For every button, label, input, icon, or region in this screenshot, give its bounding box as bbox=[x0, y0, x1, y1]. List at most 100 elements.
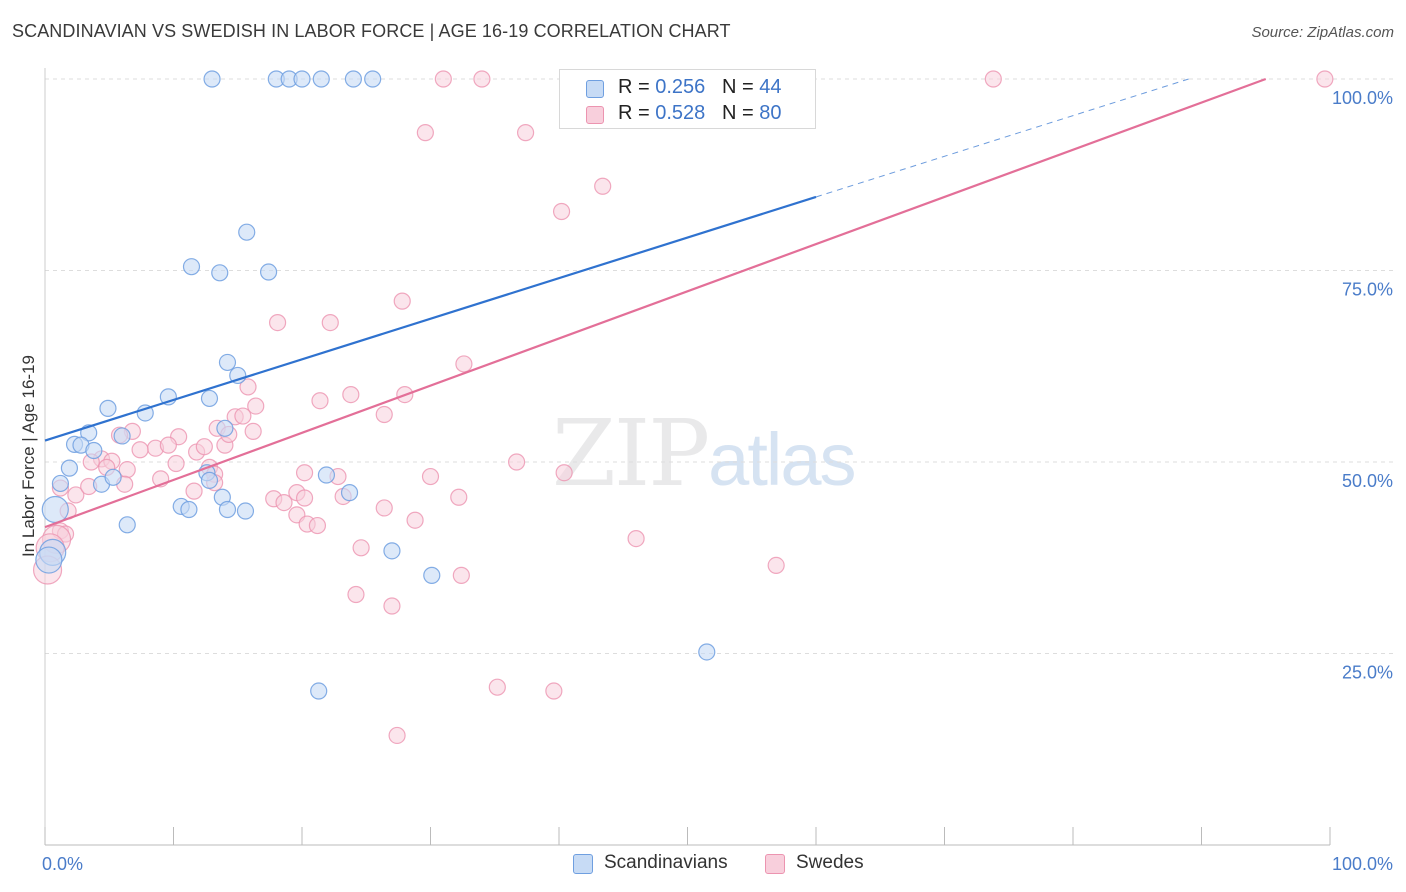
swedes-point bbox=[388, 726, 406, 745]
swedes-point bbox=[406, 511, 424, 529]
source-label: Source: ZipAtlas.com bbox=[1251, 24, 1394, 41]
scandinavians-point bbox=[259, 263, 278, 281]
swedes-point bbox=[393, 292, 411, 310]
scandinavians-point bbox=[238, 223, 256, 241]
swedes-point bbox=[545, 682, 563, 700]
swedes-point bbox=[627, 529, 645, 548]
n-value: 44 bbox=[759, 76, 782, 98]
scandinavians-points bbox=[35, 70, 716, 700]
watermark: ZIPatlas bbox=[552, 400, 856, 507]
scandinavians-trend-extension bbox=[815, 78, 1189, 198]
swedes-point bbox=[383, 597, 401, 615]
r-value: 0.256 bbox=[655, 76, 706, 98]
x-tick-label-max: 100.0% bbox=[1332, 854, 1393, 874]
scandinavians-swatch bbox=[586, 80, 604, 98]
swedes-point bbox=[488, 678, 506, 696]
swedes-point bbox=[234, 407, 252, 425]
axis-labels: 25.0% 50.0% 75.0% 100.0% 0.0% 100.0% In Labor … bbox=[19, 88, 1393, 874]
swedes-point bbox=[268, 313, 287, 332]
n-label: N = bbox=[721, 102, 754, 124]
x-tick-label-min: 0.0% bbox=[42, 854, 83, 874]
scandinavians-point bbox=[200, 389, 219, 408]
swedes-point bbox=[311, 392, 329, 410]
scandinavians-point bbox=[60, 459, 79, 477]
trend-lines bbox=[44, 77, 1267, 529]
swedes-point bbox=[67, 486, 85, 504]
y-axis-label: In Labor Force | Age 16-19 bbox=[19, 355, 38, 557]
scandinavians-point bbox=[312, 70, 330, 88]
swedes-point bbox=[352, 539, 370, 557]
scandinavians-point bbox=[340, 484, 359, 502]
scandinavians-point bbox=[203, 70, 221, 88]
swedes-point bbox=[159, 436, 177, 454]
swedes-point bbox=[131, 441, 149, 459]
scandinavians-point bbox=[41, 495, 69, 524]
scandinavians-point bbox=[344, 70, 362, 88]
grid-lines bbox=[45, 78, 1395, 654]
r-label: R = bbox=[618, 76, 650, 98]
scandinavians-point bbox=[118, 516, 136, 534]
swedes-point bbox=[239, 378, 257, 396]
swedes-points bbox=[32, 70, 1334, 745]
scandinavians-point bbox=[423, 566, 441, 584]
scandinavians-point bbox=[182, 258, 201, 276]
scandinavians-point bbox=[310, 682, 328, 700]
swedes-swatch bbox=[586, 106, 604, 124]
swedes-point bbox=[434, 70, 452, 88]
r-value: 0.528 bbox=[655, 102, 706, 124]
scandinavians-point bbox=[180, 500, 198, 519]
swedes-point bbox=[347, 585, 365, 604]
swedes-point bbox=[308, 516, 327, 535]
swedes-point bbox=[247, 397, 265, 415]
scandinavians-point bbox=[85, 441, 103, 460]
scandinavians-point bbox=[99, 399, 117, 417]
y-tick-label: 75.0% bbox=[1342, 280, 1393, 300]
scandinavians-point bbox=[113, 427, 131, 445]
scandinavians-point bbox=[383, 542, 401, 560]
swedes-point bbox=[342, 385, 360, 404]
watermark-atlas: atlas bbox=[708, 418, 856, 501]
swedes-trend-line bbox=[44, 77, 1267, 529]
swedes-point bbox=[555, 464, 573, 482]
swedes-point bbox=[767, 556, 785, 575]
scandinavians-point bbox=[317, 466, 336, 484]
legend-label: Scandinavians bbox=[604, 852, 728, 873]
swedes-point bbox=[452, 566, 470, 584]
swedes-point bbox=[195, 438, 213, 456]
scandinavians-point bbox=[364, 70, 382, 88]
watermark-zip: ZIP bbox=[552, 400, 710, 507]
y-tick-label: 25.0% bbox=[1342, 663, 1393, 683]
stats-legend: R = 0.256 N = 44 R = 0.528 N = 80 bbox=[559, 69, 816, 129]
chart-title: SCANDINAVIAN VS SWEDISH IN LABOR FORCE |… bbox=[12, 21, 731, 41]
swedes-point bbox=[984, 70, 1002, 88]
swedes-point bbox=[473, 70, 491, 88]
swedes-point bbox=[321, 313, 339, 332]
swedes-point bbox=[275, 493, 293, 512]
swedes-point bbox=[421, 467, 440, 486]
swedes-point bbox=[185, 482, 203, 500]
axes bbox=[44, 68, 1331, 846]
swedes-point bbox=[516, 124, 535, 142]
scandinavians-legend-swatch bbox=[573, 854, 593, 874]
swedes-point bbox=[375, 499, 393, 517]
scandinavians-point bbox=[218, 500, 237, 519]
swedes-point bbox=[507, 453, 526, 471]
y-tick-label: 100.0% bbox=[1332, 88, 1393, 108]
n-label: N = bbox=[721, 76, 754, 98]
scandinavians-point bbox=[216, 419, 234, 437]
series-legend: Scandinavians Swedes bbox=[0, 852, 1406, 878]
scandinavians-point bbox=[35, 546, 63, 574]
scandinavians-trend-line bbox=[44, 195, 817, 442]
r-label: R = bbox=[618, 102, 650, 124]
swedes-point bbox=[167, 454, 185, 473]
swedes-point bbox=[450, 488, 468, 506]
swedes-legend-swatch bbox=[765, 854, 785, 874]
scandinavians-point bbox=[698, 643, 716, 661]
swedes-point bbox=[295, 464, 314, 482]
swedes-point bbox=[416, 124, 434, 142]
swedes-point bbox=[1316, 70, 1334, 88]
scandinavians-point bbox=[293, 70, 311, 88]
swedes-point bbox=[375, 405, 393, 424]
n-value: 80 bbox=[759, 102, 782, 124]
